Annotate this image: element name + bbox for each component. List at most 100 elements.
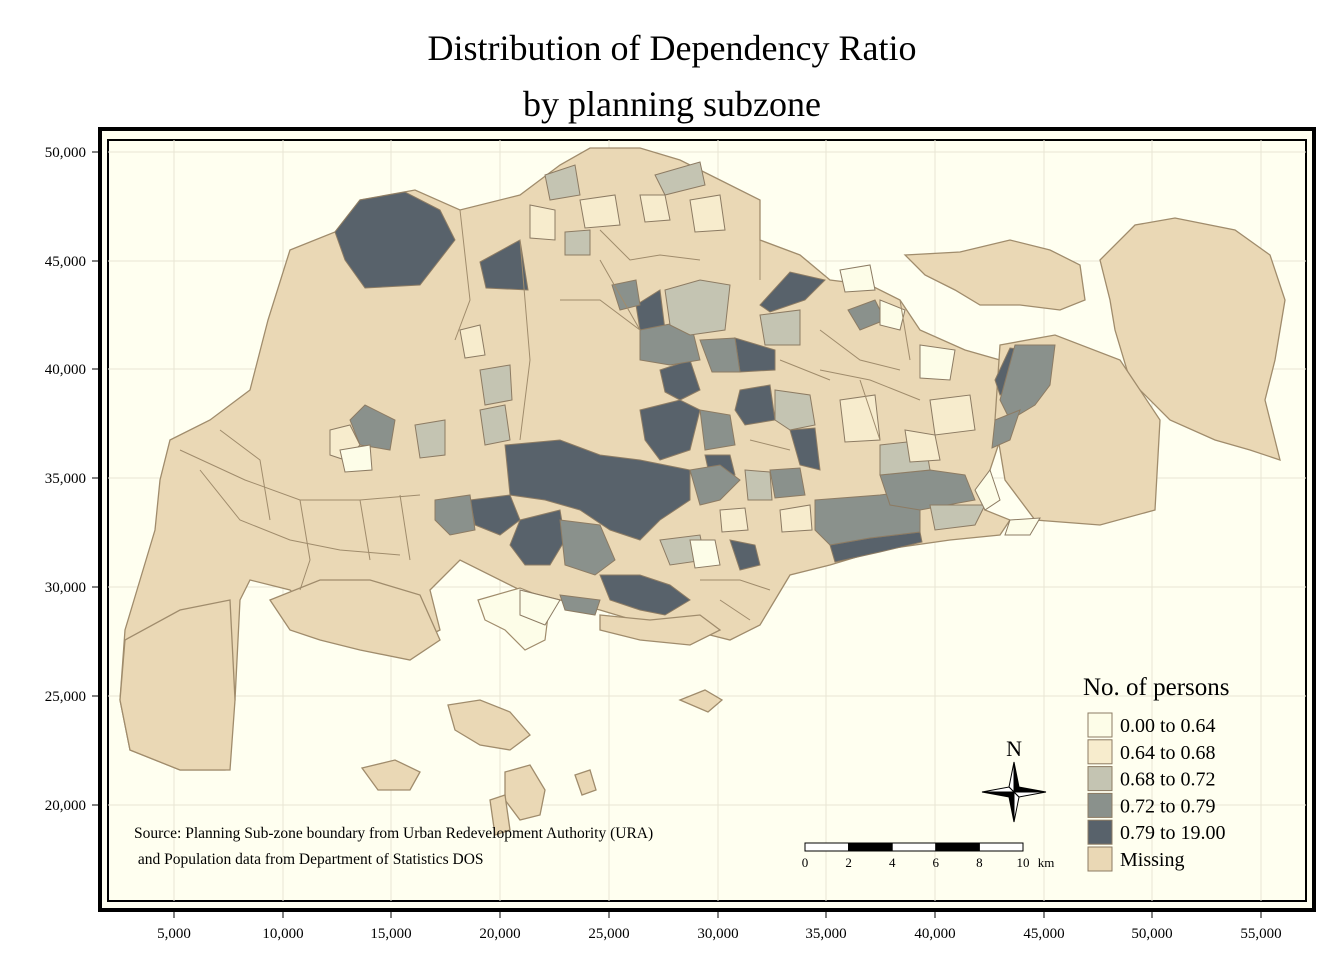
zone-upper-thomson [779, 504, 813, 533]
zone-bukit-panjang [434, 494, 476, 536]
zone-kembangan [929, 504, 986, 531]
zone-hougang [789, 427, 821, 471]
sentosa [599, 614, 722, 646]
zone-seletar [759, 271, 826, 313]
zone-hillview [479, 404, 511, 446]
zone-bukit-timah [504, 439, 691, 541]
zone-telok-blangah [559, 594, 601, 616]
zone-bedok-reservoir [929, 394, 976, 436]
legend-label: 0.72 to 0.79 [1120, 795, 1216, 817]
scale-tick: 4 [889, 855, 896, 870]
legend-swatch [1087, 739, 1113, 765]
zone-geylang [729, 539, 761, 571]
legend-label: Missing [1120, 849, 1184, 871]
north-label: N [1006, 736, 1022, 761]
zone-tengah [339, 444, 373, 473]
zone-sembawang-east [479, 239, 529, 291]
zone-pioneer [519, 589, 561, 626]
zone-kallang [689, 464, 741, 506]
zone-bukit-merah [599, 574, 691, 616]
x-tick-label: 20,000 [479, 926, 520, 942]
west-reclaim [119, 599, 236, 771]
scale-tick: 0 [802, 855, 809, 870]
zone-senoko [639, 194, 671, 223]
legend-label: 0.79 to 19.00 [1120, 822, 1226, 844]
zone-queenstown [509, 509, 566, 566]
zone-yishun-c [664, 279, 731, 336]
legend-label: 0.68 to 0.72 [1120, 769, 1216, 791]
north-arrow: N [981, 736, 1047, 823]
x-tick-label: 10,000 [262, 926, 303, 942]
scale-unit: km [1038, 855, 1055, 870]
southern-island-b [360, 759, 421, 791]
southern-island-a [447, 699, 531, 751]
subzones [329, 161, 1056, 626]
zone-serangoon [734, 384, 776, 426]
x-tick-label: 50,000 [1131, 926, 1172, 942]
x-axis-ticks [173, 910, 1262, 918]
zone-dairy-farm [459, 324, 486, 359]
legend-swatch [1087, 792, 1113, 818]
zone-siglap [839, 394, 881, 443]
legend-title: No. of persons [1083, 674, 1230, 701]
southern-island-d [489, 794, 511, 836]
source-note: Source: Planning Sub-zone boundary from … [134, 825, 653, 868]
x-tick-label: 55,000 [1240, 926, 1281, 942]
source-line-2: and Population data from Department of S… [134, 851, 484, 868]
zone-lorong-chuan [719, 507, 749, 533]
scale-tick: 2 [845, 855, 852, 870]
legend: No. of persons 0.00 to 0.64 0.64 to 0.68 0… [1083, 674, 1230, 872]
map-subtitle: by planning subzone [523, 84, 821, 124]
x-tick-label: 45,000 [1023, 926, 1064, 942]
zone-lim-chu-kang [334, 191, 456, 289]
zone-bukit-batok [479, 364, 513, 406]
map-title: Distribution of Dependency Ratio [427, 28, 917, 68]
zone-paya-lebar [769, 467, 806, 499]
zone-admiralty [689, 194, 726, 233]
zone-changi-point [1004, 517, 1041, 536]
legend-swatch [1087, 846, 1113, 872]
zone-tampines-n [999, 344, 1056, 421]
zone-sengkang-e [919, 344, 956, 381]
zone-tanjong-pagar [689, 539, 721, 569]
x-tick-label: 25,000 [588, 926, 629, 942]
zone-tanglin [744, 469, 773, 501]
zone-fernvale [759, 309, 801, 346]
zone-tampines-w [904, 429, 941, 463]
x-tick-label: 15,000 [370, 926, 411, 942]
zone-sembawang-a [544, 164, 581, 201]
legend-swatch [1087, 712, 1113, 738]
zone-sengkang-w [654, 161, 706, 196]
zone-west-coast [559, 519, 616, 576]
x-tick-label: 30,000 [697, 926, 738, 942]
zone-lorong-halus [974, 468, 1001, 511]
scale-tick: 10 [1017, 855, 1030, 870]
y-tick-label: 50,000 [45, 145, 86, 161]
y-axis: 50,000 45,000 40,000 35,000 30,000 25,00… [45, 145, 86, 814]
zone-mandai [579, 194, 621, 229]
zone-choa-chu-kang [414, 419, 446, 459]
zone-yishun-a [611, 279, 641, 311]
y-axis-ticks [92, 151, 100, 806]
southern-island-e [678, 689, 724, 713]
y-tick-label: 30,000 [45, 580, 86, 596]
scale-tick: 8 [976, 855, 983, 870]
y-tick-label: 45,000 [45, 254, 86, 270]
pulau-ubin [903, 239, 1086, 311]
y-tick-label: 40,000 [45, 362, 86, 378]
southern-island-f [574, 769, 597, 796]
x-tick-label: 5,000 [157, 926, 191, 942]
y-tick-label: 35,000 [45, 471, 86, 487]
y-tick-label: 25,000 [45, 689, 86, 705]
legend-label: 0.64 to 0.68 [1120, 742, 1216, 764]
zone-sembawang-b [564, 229, 591, 256]
zone-simpang [839, 264, 876, 293]
y-tick-label: 20,000 [45, 798, 86, 814]
zone-punggol-n [879, 299, 906, 331]
scale-tick: 6 [933, 855, 940, 870]
zone-woodlands-e [529, 204, 556, 241]
x-tick-label: 40,000 [914, 926, 955, 942]
jurong-island [269, 579, 441, 661]
zone-toa-payoh [639, 399, 701, 461]
